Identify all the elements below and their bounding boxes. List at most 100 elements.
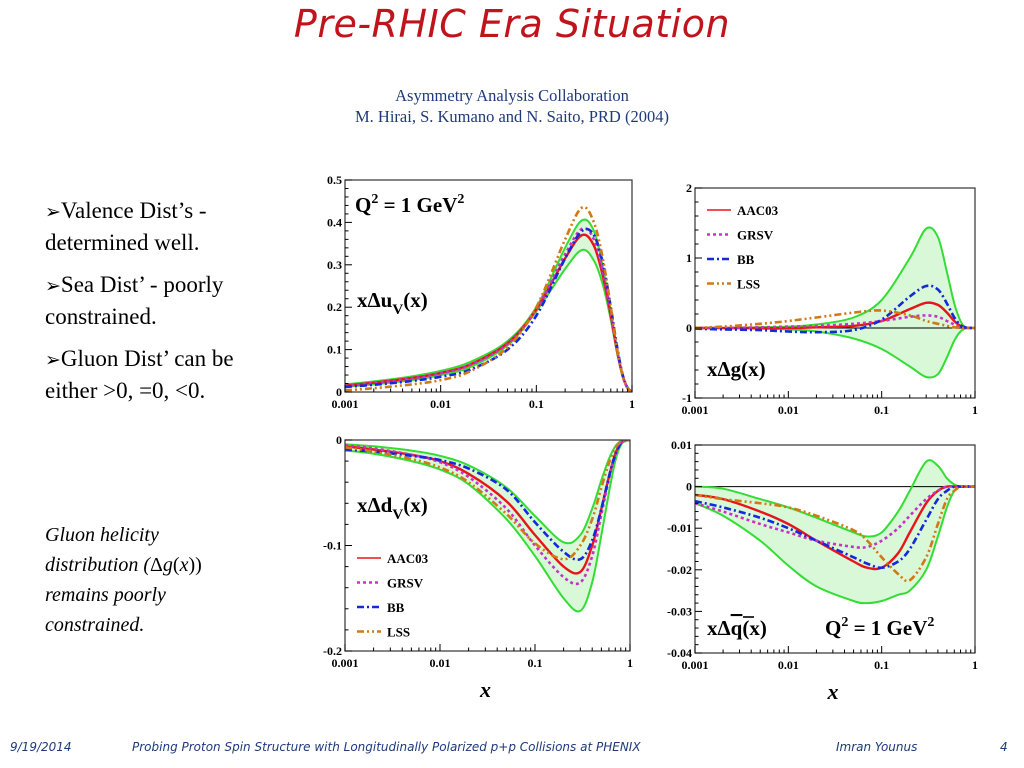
plot-frame <box>694 187 976 399</box>
series-line-lss <box>695 484 975 583</box>
q2-annotation: Q2 = 1 GeV2 <box>825 615 934 640</box>
note-line: constrained. <box>45 614 145 636</box>
chart-qbar: 0.001 0.01 0.1 1 -0.04 -0.03 -0.02 -0.01 0 0.01 x x… <box>667 438 978 704</box>
bullet-valence: ➢Valence Dist’s - determined well. <box>45 196 305 258</box>
arrow-bullet-icon: ➢ <box>45 350 61 371</box>
legend-label-aac03: AAC03 <box>387 551 429 566</box>
panel-label: xΔq(x) <box>707 616 767 640</box>
note-paren-open: ( <box>172 554 180 576</box>
legend-label-bb: BB <box>737 252 755 267</box>
y-tick-label: 0.4 <box>327 215 342 229</box>
bullet-text: Valence Dist’s - <box>60 198 207 223</box>
q2-annotation: Q2 = 1 GeV2 <box>355 192 464 217</box>
series-line-lss <box>345 205 632 392</box>
note-x: x <box>179 554 189 576</box>
y-tick-label: -1 <box>682 391 692 405</box>
note-g: g <box>162 554 173 576</box>
x-tick-label: 0.01 <box>430 397 451 411</box>
chart-uv: 0.001 0.01 0.1 1 0 0.1 0.2 0.3 0.4 0.5 xΔuV(x) Q2 =… <box>327 173 635 411</box>
footer-author: Imran Younus <box>836 740 918 754</box>
bullet-text: Sea Dist’ - poorly <box>60 272 224 297</box>
note-delta: Δ <box>150 554 163 576</box>
band-lower-line <box>345 248 632 392</box>
x-tick-label: 0.1 <box>874 403 889 417</box>
panel-label: xΔuV(x) <box>357 288 428 318</box>
x-tick-label: 0.001 <box>332 656 359 670</box>
band-lower-line <box>345 440 630 613</box>
x-tick-label: 1 <box>972 403 978 417</box>
legend-label-grsv: GRSV <box>737 228 774 243</box>
series-line-bb <box>695 284 975 334</box>
x-tick-label: 1 <box>629 397 635 411</box>
bullet-text: constrained. <box>45 304 157 329</box>
series-line-bb <box>345 227 632 392</box>
plot-frame <box>344 179 633 393</box>
x-tick-label: 0.1 <box>529 397 544 411</box>
subtitle-reference: M. Hirai, S. Kumano and N. Saito, PRD (2… <box>355 107 669 126</box>
legend-label-lss: LSS <box>387 625 410 640</box>
chart-g: 0.001 0.01 0.1 1 -1 0 1 2 xΔg(x) AAC03 GRSV BB LSS <box>682 181 979 417</box>
x-tick-label: 0.01 <box>778 403 799 417</box>
legend: AAC03 GRSV BB LSS <box>707 203 779 292</box>
footer-date: 9/19/2014 <box>10 740 72 754</box>
series-line-lss <box>695 309 975 330</box>
x-tick-label: 0.001 <box>682 658 709 672</box>
bullet-text: either >0, =0, <0. <box>45 378 206 403</box>
footer-title: Probing Proton Spin Structure with Longi… <box>132 740 641 754</box>
series-line-grsv <box>695 484 975 550</box>
x-tick-label: 1 <box>627 656 633 670</box>
y-tick-label: -0.01 <box>667 521 692 535</box>
y-tick-label: -0.1 <box>323 539 342 553</box>
y-tick-label: 0 <box>336 385 342 399</box>
chart-dv: 0.001 0.01 0.1 1 -0.2 -0.1 0 x xΔdV(x) AAC03 GRSV B… <box>323 433 633 702</box>
note-line: distribution ( <box>45 554 151 576</box>
bullet-text: determined well. <box>45 230 200 255</box>
y-tick-label: -0.2 <box>323 644 342 658</box>
panel-label: xΔg(x) <box>707 357 766 381</box>
y-tick-label: 0.3 <box>327 258 342 272</box>
plot-frame <box>694 444 976 654</box>
y-tick-label: 0 <box>336 433 342 447</box>
series-line-grsv <box>695 314 975 330</box>
uncertainty-band <box>695 460 975 604</box>
footer-page-number: 4 <box>1000 740 1008 754</box>
y-tick-label: -0.03 <box>667 604 692 618</box>
arrow-bullet-icon: ➢ <box>45 202 61 223</box>
legend-label-grsv: GRSV <box>387 576 424 591</box>
note-paren-close: )) <box>188 554 202 576</box>
series-line-bb <box>695 484 975 570</box>
x-tick-label: 0.1 <box>528 656 543 670</box>
legend: AAC03 GRSV BB LSS <box>357 551 429 640</box>
panel-label: xΔdV(x) <box>357 493 428 523</box>
uncertainty-band <box>345 219 632 392</box>
y-tick-label: 2 <box>686 181 692 195</box>
legend-label-bb: BB <box>387 600 405 615</box>
bullet-list: ➢Valence Dist’s - determined well. ➢Sea … <box>45 196 305 418</box>
y-tick-label: 1 <box>686 251 692 265</box>
uncertainty-band <box>695 227 975 378</box>
x-tick-label: 1 <box>972 658 978 672</box>
x-axis-label: x <box>827 679 839 704</box>
y-tick-label: 0.5 <box>327 173 342 187</box>
note-line: remains poorly <box>45 584 166 606</box>
bullet-gluon: ➢Gluon Dist’ can be either >0, =0, <0. <box>45 344 305 406</box>
series-line-lss <box>345 440 630 561</box>
y-tick-label: 0.01 <box>671 438 692 452</box>
y-tick-label: 0 <box>686 321 692 335</box>
legend-label-aac03: AAC03 <box>737 203 779 218</box>
slide-title: Pre-RHIC Era Situation <box>293 2 731 46</box>
legend-label-lss: LSS <box>737 277 760 292</box>
x-tick-label: 0.1 <box>874 658 889 672</box>
bullet-text: Gluon Dist’ can be <box>60 346 234 371</box>
arrow-bullet-icon: ➢ <box>45 276 61 297</box>
x-tick-label: 0.001 <box>332 397 359 411</box>
series-line-aac03 <box>345 233 632 392</box>
x-tick-label: 0.001 <box>682 403 709 417</box>
note-line: Gluon helicity <box>45 524 159 546</box>
y-tick-label: 0.2 <box>327 300 342 314</box>
x-tick-label: 0.01 <box>778 658 799 672</box>
series-line-bb <box>345 440 630 562</box>
y-tick-label: 0 <box>686 480 692 494</box>
uncertainty-band <box>345 440 630 612</box>
